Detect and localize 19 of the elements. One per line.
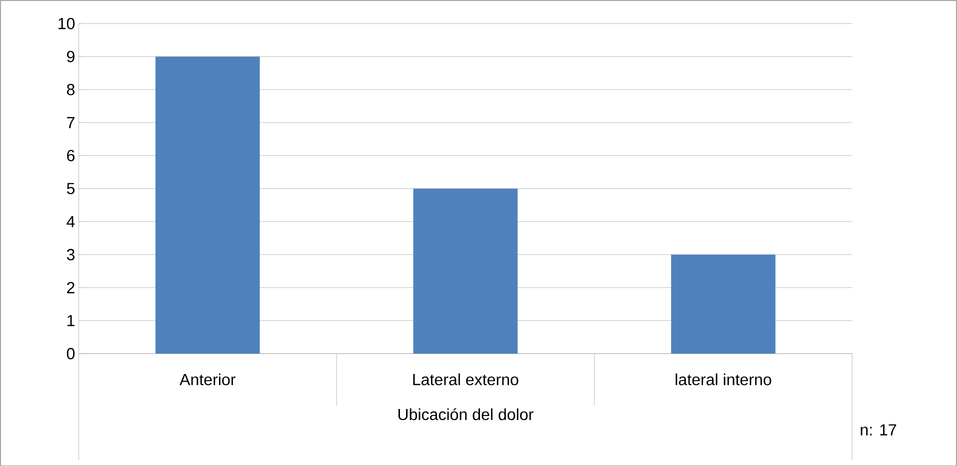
bar	[671, 254, 776, 354]
y-tick-label: 10	[58, 18, 75, 30]
y-tick-label: 7	[67, 116, 74, 128]
y-tick-label: 6	[67, 150, 74, 162]
x-axis-title: Ubicación del dolor	[398, 408, 534, 420]
x-tick-label: Anterior	[180, 373, 236, 386]
x-tick-label: lateral interno	[676, 373, 772, 386]
bar	[413, 188, 518, 354]
bar	[155, 56, 260, 354]
text: n: 17	[860, 424, 896, 436]
y-tick-label: 8	[66, 84, 75, 96]
y-tick-label: 4	[66, 216, 75, 227]
y-tick-label: 1	[68, 314, 74, 326]
x-tick-label: Lateral externo	[413, 373, 518, 386]
y-tick-label: 2	[67, 282, 74, 293]
y-tick-label: 9	[67, 50, 74, 62]
y-tick-label: 3	[66, 248, 74, 260]
y-tick-label: 5	[66, 182, 75, 194]
y-tick-label: 0	[66, 348, 75, 360]
